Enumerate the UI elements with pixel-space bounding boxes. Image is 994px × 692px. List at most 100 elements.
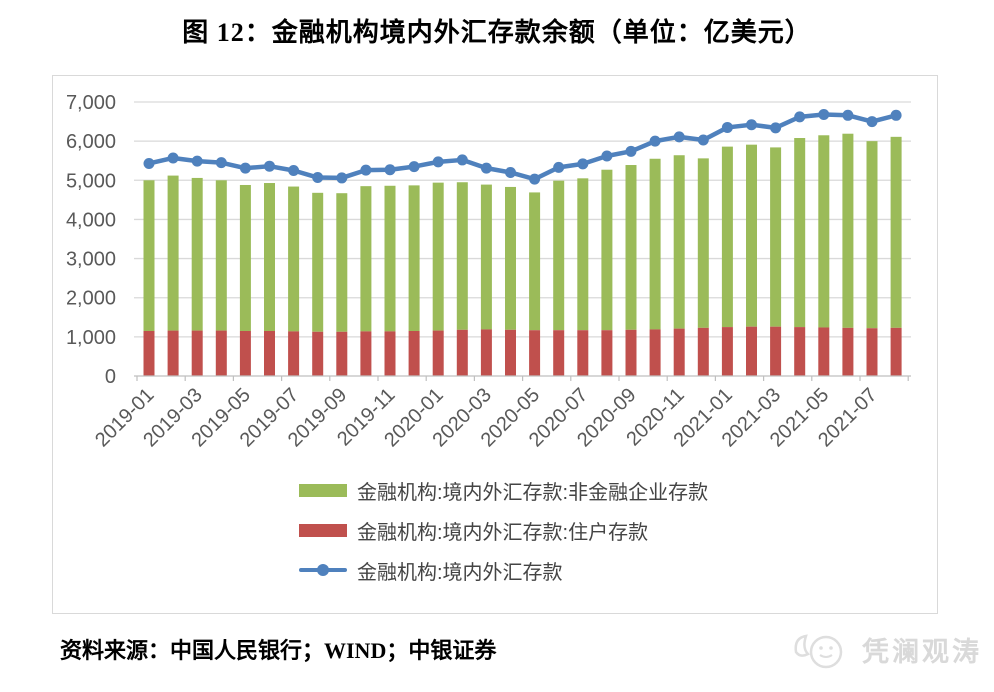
- legend-label: 金融机构:境内外汇存款: [357, 561, 563, 584]
- x-axis: [134, 375, 911, 381]
- bar-enterprise-deposits: [384, 185, 396, 332]
- bar-enterprise-deposits: [746, 144, 757, 327]
- legend-line-swatch: [299, 563, 347, 577]
- bar-household-deposits: [336, 331, 348, 376]
- bar-household-deposits: [553, 330, 565, 376]
- bar-enterprise-deposits: [288, 186, 300, 332]
- line-marker: [215, 157, 227, 169]
- line-marker: [239, 162, 251, 174]
- bar-household-deposits: [360, 331, 372, 376]
- line-marker: [336, 172, 348, 184]
- bar-enterprise-deposits: [167, 175, 179, 331]
- legend-label: 金融机构:境内外汇存款:住户存款: [357, 521, 649, 544]
- chart-title: 图 12：金融机构境内外汇存款余额（单位：亿美元）: [182, 18, 812, 47]
- line-marker: [480, 162, 492, 174]
- line-marker: [721, 121, 733, 133]
- bar-household-deposits: [818, 327, 830, 376]
- bar-enterprise-deposits: [890, 136, 902, 328]
- bar-enterprise-deposits: [360, 186, 372, 332]
- bar-household-deposits: [770, 326, 782, 376]
- line-marker: [577, 158, 589, 170]
- bar-household-deposits: [505, 329, 516, 376]
- y-tick-label: 5,000: [66, 170, 116, 192]
- y-tick-label: 3,000: [66, 249, 116, 271]
- bar-enterprise-deposits: [505, 186, 516, 330]
- source-text: 资料来源：中国人民银行；WIND；中银证券: [60, 638, 497, 663]
- line-marker: [746, 119, 757, 131]
- bar-enterprise-deposits: [143, 180, 155, 331]
- line-marker: [553, 161, 565, 173]
- grid-lines: [134, 101, 911, 338]
- bar-enterprise-deposits: [432, 182, 444, 331]
- x-axis-labels: 2019-012019-032019-052019-072019-092019-…: [91, 384, 881, 451]
- bar-household-deposits: [312, 331, 324, 376]
- bar-household-deposits: [167, 330, 179, 376]
- bar-household-deposits: [697, 327, 709, 376]
- line-marker: [408, 161, 420, 173]
- total-line-markers: [143, 109, 902, 185]
- bar-enterprise-deposits: [649, 158, 661, 330]
- bar-household-deposits: [264, 330, 275, 376]
- line-marker: [842, 109, 854, 121]
- bar-enterprise-deposits: [721, 146, 733, 328]
- bar-household-deposits: [408, 330, 420, 376]
- bar-household-deposits: [191, 330, 203, 376]
- bar-household-deposits: [794, 327, 806, 376]
- bars: [143, 133, 902, 376]
- bar-enterprise-deposits: [480, 184, 492, 330]
- bar-household-deposits: [577, 330, 589, 376]
- bar-household-deposits: [456, 329, 468, 376]
- bar-enterprise-deposits: [312, 192, 324, 332]
- bar-household-deposits: [529, 330, 541, 376]
- bar-enterprise-deposits: [264, 183, 275, 331]
- bar-household-deposits: [143, 330, 155, 376]
- legend-color-swatch: [299, 483, 347, 497]
- line-marker: [794, 111, 806, 123]
- bar-household-deposits: [721, 327, 733, 376]
- y-tick-label: 1,000: [66, 327, 116, 349]
- y-tick-label: 2,000: [66, 288, 116, 310]
- line-marker: [505, 166, 516, 178]
- line-marker: [264, 160, 275, 172]
- bar-household-deposits: [288, 331, 300, 376]
- watermark-logo-icon: [794, 634, 843, 669]
- total-line: [146, 112, 899, 182]
- legend-item: 金融机构:境内外汇存款:非金融企业存款: [299, 477, 708, 504]
- bar-household-deposits: [384, 331, 396, 376]
- bar-enterprise-deposits: [601, 169, 613, 331]
- bar-household-deposits: [432, 330, 444, 376]
- line-marker: [432, 156, 444, 168]
- bar-household-deposits: [746, 326, 757, 376]
- line-marker: [384, 164, 396, 176]
- bar-household-deposits: [480, 329, 492, 376]
- line-marker: [143, 157, 155, 169]
- bar-enterprise-deposits: [818, 135, 830, 328]
- bar-household-deposits: [239, 330, 251, 376]
- bar-enterprise-deposits: [697, 158, 709, 328]
- line-marker: [770, 122, 782, 134]
- line-marker: [167, 152, 179, 164]
- legend-item: 金融机构:境内外汇存款: [299, 557, 708, 584]
- y-tick-label: 4,000: [66, 209, 116, 231]
- bar-household-deposits: [601, 330, 613, 376]
- watermark-text: 凭澜观涛: [862, 636, 982, 667]
- line-marker: [288, 165, 300, 176]
- bar-household-deposits: [866, 328, 878, 376]
- line-marker: [601, 150, 613, 162]
- bar-enterprise-deposits: [673, 155, 685, 329]
- chart-area: 0 1,000 2,000 3,000 4,000 5,000 6,000 7,000 2019…: [52, 75, 938, 614]
- bar-enterprise-deposits: [408, 185, 420, 331]
- line-marker: [529, 173, 541, 185]
- chart-legend: 金融机构:境内外汇存款:非金融企业存款金融机构:境内外汇存款:住户存款 金融机构:…: [299, 477, 708, 584]
- bar-household-deposits: [215, 330, 227, 376]
- legend-item: 金融机构:境内外汇存款:住户存款: [299, 517, 708, 544]
- chart-plot: 0 1,000 2,000 3,000 4,000 5,000 6,000 7,000 2019…: [66, 92, 911, 451]
- bar-enterprise-deposits: [577, 178, 589, 331]
- watermark: 凭澜观涛: [792, 624, 982, 674]
- bar-enterprise-deposits: [239, 184, 251, 331]
- line-marker: [866, 116, 878, 128]
- bar-household-deposits: [649, 329, 661, 376]
- bar-enterprise-deposits: [215, 180, 227, 331]
- line-marker: [456, 154, 468, 166]
- line-marker: [625, 145, 637, 157]
